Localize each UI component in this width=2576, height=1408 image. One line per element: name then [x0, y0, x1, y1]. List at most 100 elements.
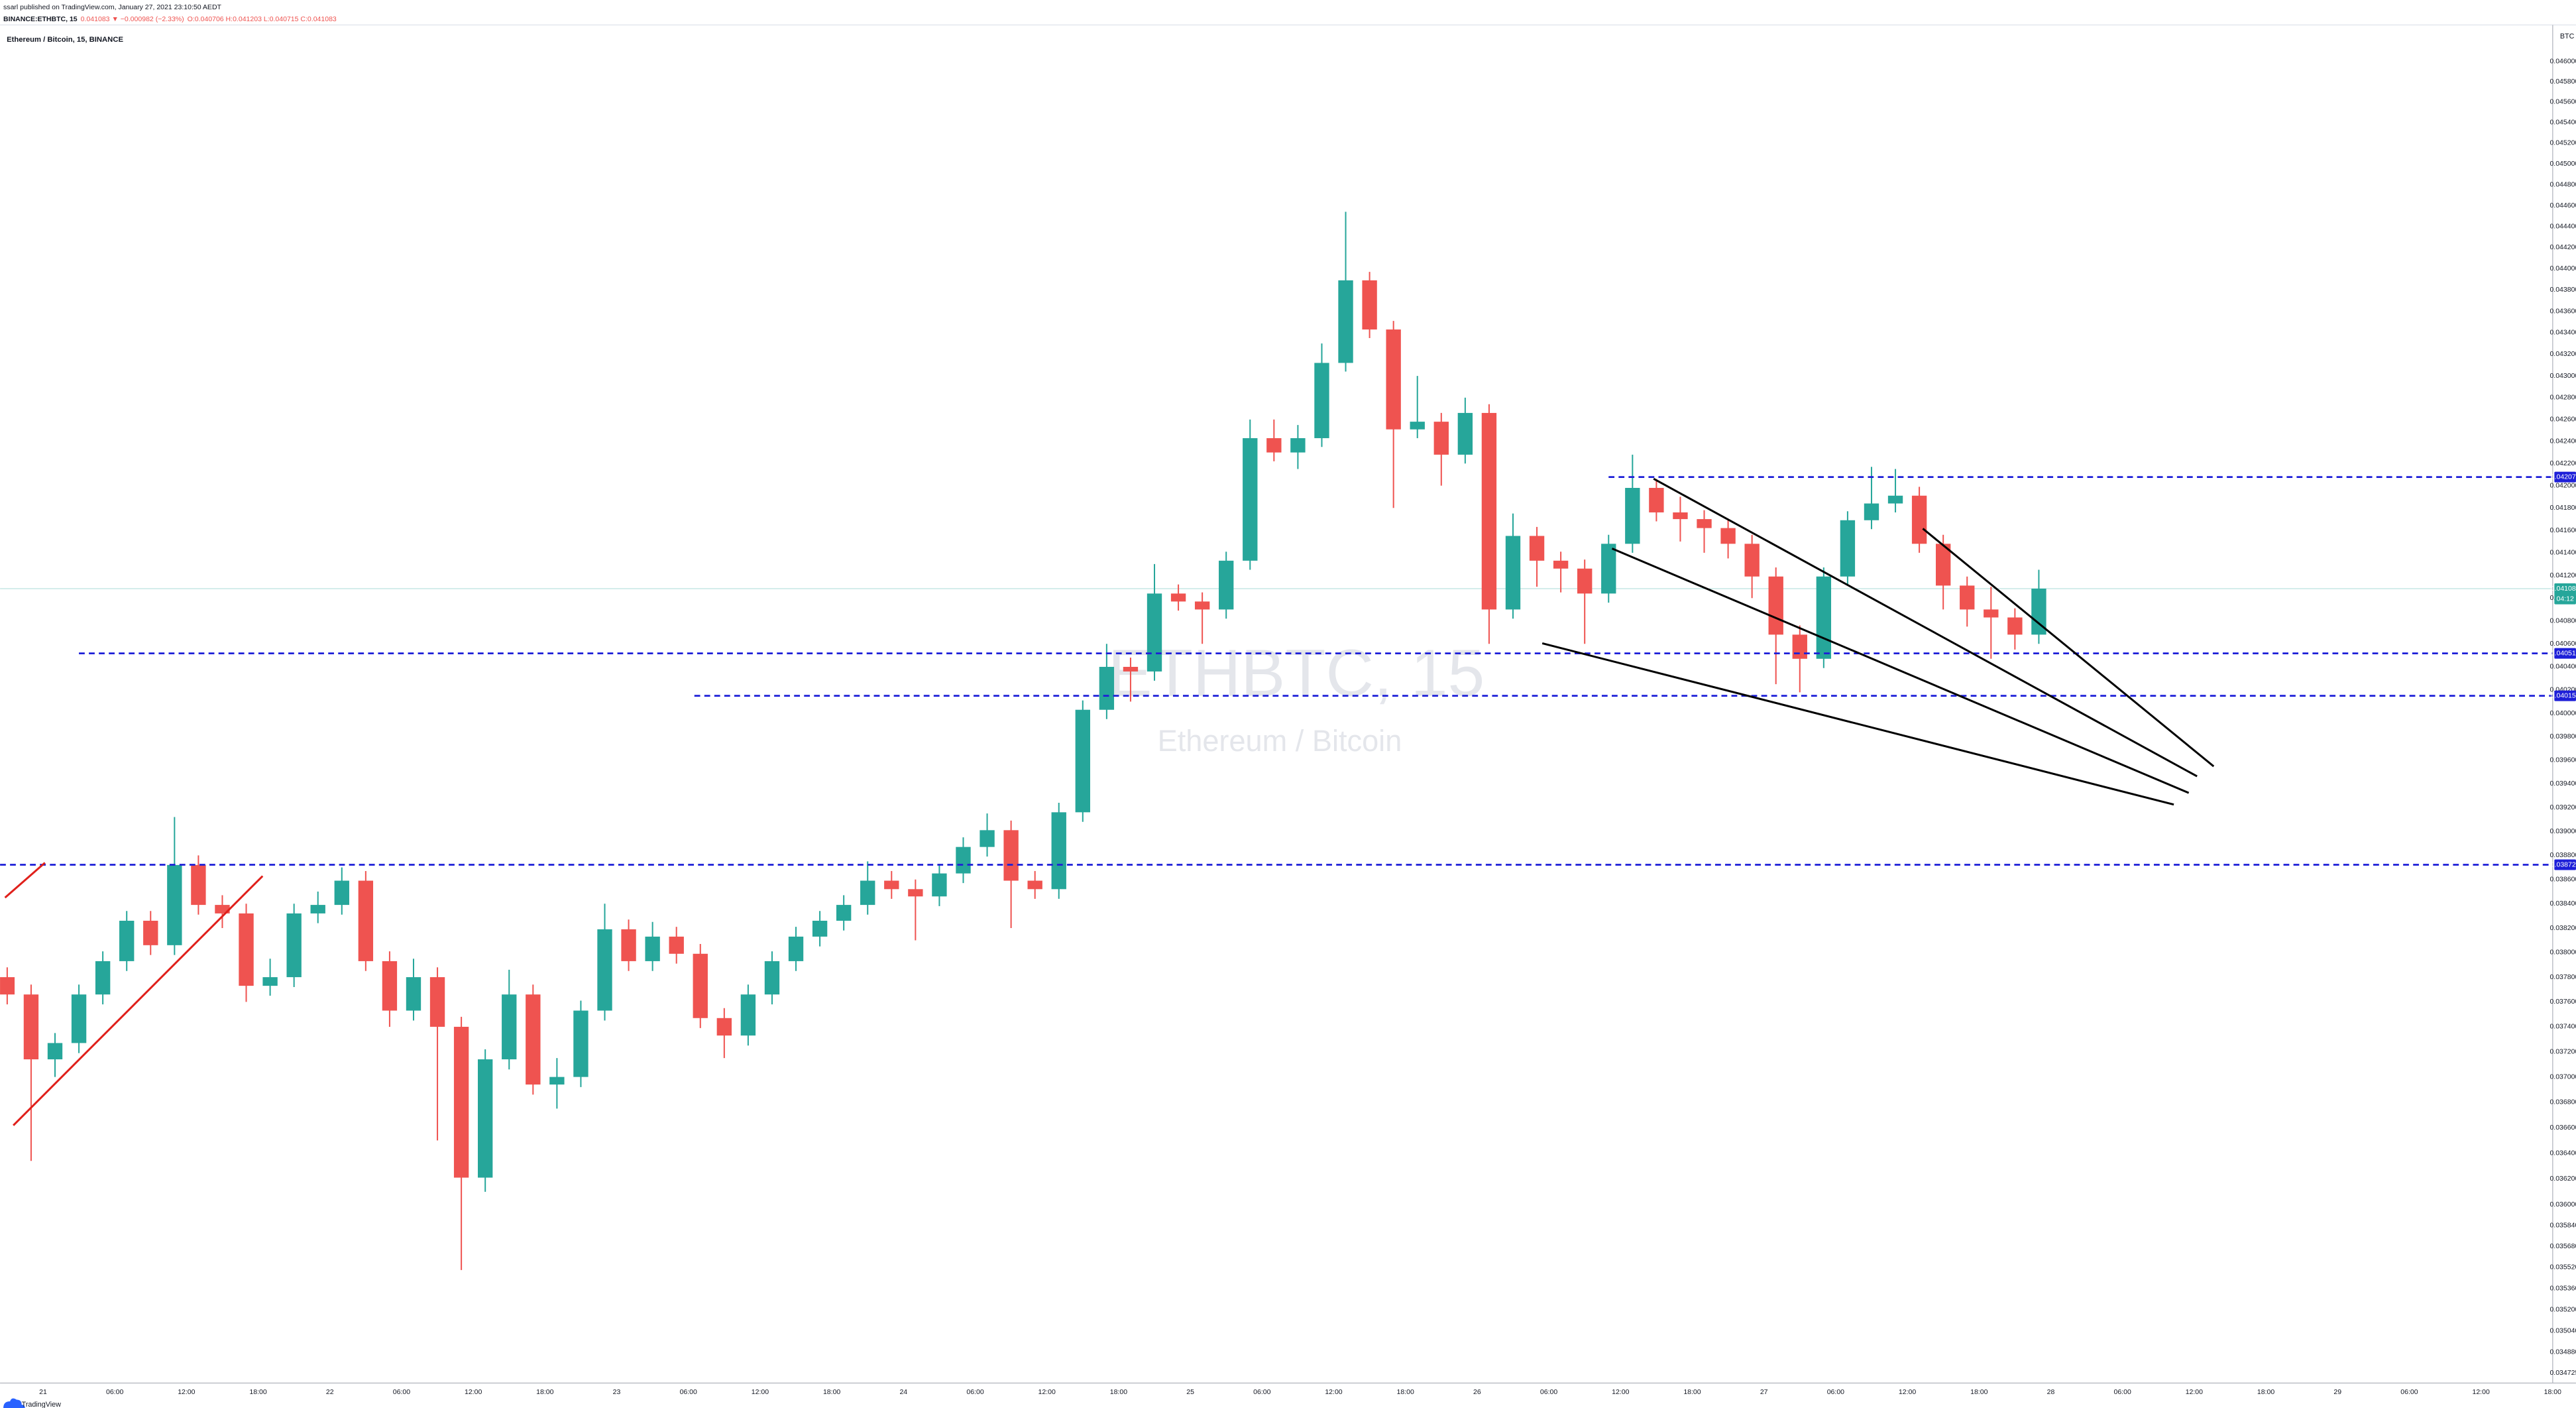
level-label-box [2554, 648, 2576, 659]
candle-body [1960, 585, 1975, 610]
x-tick-label: 06:00 [2400, 1388, 2418, 1396]
x-tick-label: 18:00 [1397, 1388, 1414, 1396]
y-tick-label: 0.041400 [2549, 549, 2576, 557]
candle-body [1935, 544, 1951, 586]
y-tick-label: 0.038600 [2549, 875, 2576, 883]
y-tick-label: 0.036600 [2549, 1124, 2576, 1132]
x-tick-label: 06:00 [106, 1388, 123, 1396]
x-tick-label: 25 [1186, 1388, 1194, 1396]
candle-body [1123, 666, 1139, 672]
candle-body [1386, 329, 1401, 430]
plot-area [0, 211, 2553, 1270]
y-tick-label: 0.045200 [2549, 139, 2576, 147]
y-tick-label: 0.038000 [2549, 949, 2576, 957]
candle-body [71, 994, 87, 1043]
trend-line [1653, 477, 2198, 778]
x-tick-label: 12:00 [1899, 1388, 1916, 1396]
candle-body [1792, 634, 1807, 659]
last-price-label: 0.041083 [2551, 585, 2576, 593]
x-tick-label: 27 [1760, 1388, 1768, 1396]
candle-body [693, 953, 708, 1018]
trend-line-red [4, 862, 46, 899]
candle-body [716, 1018, 732, 1036]
x-tick-label: 18:00 [1683, 1388, 1701, 1396]
y-tick-label: 0.035520 [2549, 1263, 2576, 1271]
candle-body [23, 994, 39, 1060]
x-tick-label: 12:00 [2472, 1388, 2489, 1396]
x-tick-label: 24 [899, 1388, 907, 1396]
x-tick-label: 18:00 [249, 1388, 266, 1396]
candle-body [1433, 422, 1449, 455]
x-tick-label: 12:00 [1612, 1388, 1629, 1396]
y-tick-label: 0.041600 [2549, 526, 2576, 534]
candle-body [1243, 438, 1258, 561]
candle-body [597, 929, 612, 1011]
trend-line [1541, 642, 2174, 806]
candle-body [358, 880, 374, 961]
candle-body [1816, 576, 1832, 659]
y-tick-label: 0.037800 [2549, 973, 2576, 981]
y-tick-label: 0.036800 [2549, 1098, 2576, 1106]
candle-body [1840, 520, 1856, 577]
candle-body [645, 936, 660, 961]
candle-body [1553, 560, 1569, 569]
candle-body [502, 994, 517, 1060]
candle-body [573, 1010, 588, 1077]
candle-body [1194, 601, 1210, 610]
candle-body [429, 977, 445, 1027]
x-tick-label: 23 [613, 1388, 621, 1396]
y-tick-label: 0.039200 [2549, 803, 2576, 811]
y-tick-label: 0.034880 [2549, 1348, 2576, 1356]
level-label-box [2554, 690, 2576, 701]
y-tick-label: 0.036200 [2549, 1175, 2576, 1183]
y-tick-label: 0.036000 [2549, 1201, 2576, 1208]
candle-body [1290, 438, 1306, 453]
trend-line [1922, 528, 2215, 768]
y-tick-label: 0.034725 [2549, 1369, 2576, 1377]
candle-body [406, 977, 421, 1011]
candle-body [1673, 512, 1688, 520]
level-label: 0.042078 [2551, 473, 2576, 481]
x-tick-label: 21 [39, 1388, 47, 1396]
watermark: ETHBTC, 15 [1108, 636, 1484, 711]
watermark-subtitle: Ethereum / Bitcoin [1158, 724, 1402, 758]
y-tick-label: 0.035200 [2549, 1305, 2576, 1313]
y-tick-label: 0.043000 [2549, 372, 2576, 380]
candle-body [1625, 488, 1640, 544]
y-tick-label: 0.037600 [2549, 998, 2576, 1006]
quote: 0.041083 ▼ −0.000982 (−2.33%) [81, 15, 184, 23]
candle-body [1219, 560, 1234, 610]
level-label-box [2554, 859, 2576, 870]
x-tick-label: 06:00 [1253, 1388, 1270, 1396]
candle-body [1744, 544, 1760, 577]
candle-body [382, 961, 398, 1011]
trend-line [1611, 548, 2190, 794]
candle-body [1601, 544, 1616, 594]
y-tick-label: 0.045400 [2549, 119, 2576, 127]
candle-body [1170, 593, 1186, 602]
y-tick-label: 0.035840 [2549, 1222, 2576, 1230]
y-tick-label: 0.045600 [2549, 98, 2576, 106]
y-tick-label: 0.043600 [2549, 307, 2576, 315]
y-tick-label: 0.038800 [2549, 851, 2576, 859]
candle-body [1911, 495, 1927, 544]
y-tick-label: 0.044000 [2549, 264, 2576, 272]
candle-body [836, 905, 852, 921]
x-tick-label: 26 [1473, 1388, 1481, 1396]
y-tick-label: 0.045000 [2549, 160, 2576, 168]
candle-body [47, 1043, 63, 1060]
x-tick-label: 12:00 [1038, 1388, 1056, 1396]
y-tick-label: 0.044400 [2549, 222, 2576, 230]
candle-body [621, 929, 636, 961]
candle-body [526, 994, 541, 1085]
y-tick-label: 0.035360 [2549, 1284, 2576, 1292]
footer-brand: TradingView [22, 1401, 61, 1408]
candle-body [1338, 280, 1353, 363]
candle-body [0, 977, 15, 995]
candle-body [884, 880, 899, 890]
price-axis: 0.046000 0.045800 0.045600 0.045400 0.045200… [2549, 57, 2576, 1377]
candle-body [956, 847, 971, 874]
candle-body [2007, 617, 2023, 635]
